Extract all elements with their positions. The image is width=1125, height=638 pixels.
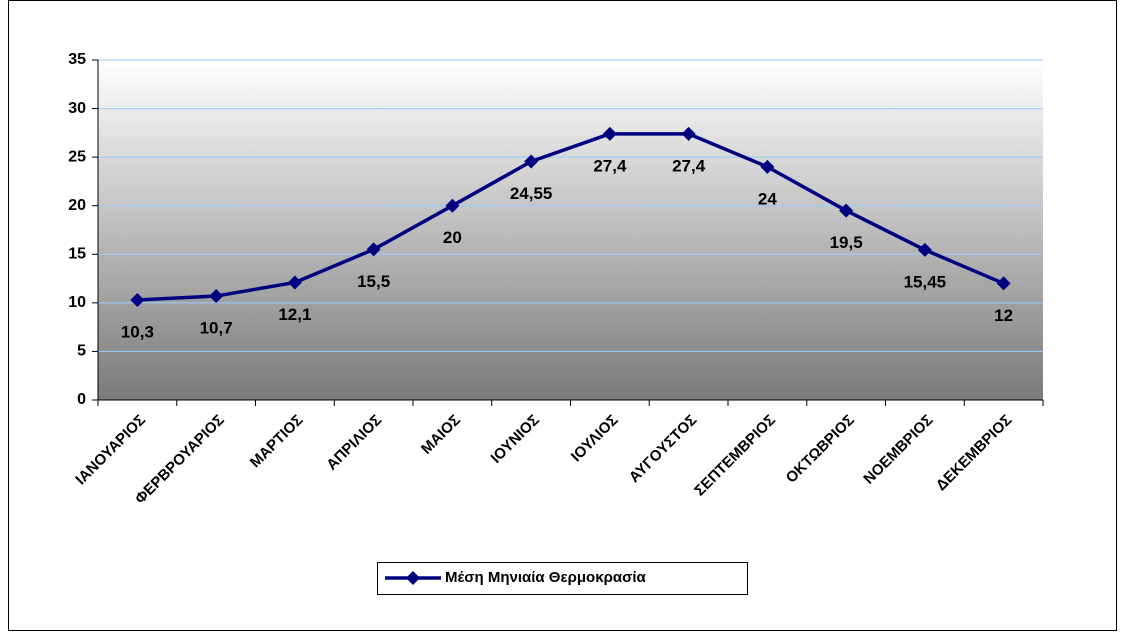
data-point (130, 292, 145, 307)
data-point (839, 203, 854, 218)
y-tick-label: 35 (68, 51, 86, 68)
data-point (602, 126, 617, 141)
data-point (445, 198, 460, 213)
data-point (287, 275, 302, 290)
legend: Μέση Μηνιαία Θερμοκρασία (377, 562, 748, 595)
data-point (917, 242, 932, 257)
series-line (137, 132, 1005, 302)
y-tick-label: 5 (77, 343, 86, 360)
y-tick-label: 20 (68, 197, 86, 214)
plot-area (98, 60, 1043, 400)
grid (98, 59, 1043, 352)
y-tick-label: 15 (68, 246, 86, 263)
y-tick-label: 0 (77, 391, 86, 408)
data-label: 24,55 (510, 184, 553, 203)
data-label: 12 (994, 306, 1013, 325)
data-point (681, 126, 696, 141)
data-point (760, 159, 775, 174)
y-tick-label: 25 (68, 148, 86, 165)
data-label: 10,3 (121, 322, 154, 341)
y-tick-label: 30 (68, 100, 86, 117)
data-label: 19,5 (830, 233, 863, 252)
data-point (366, 242, 381, 257)
data-point (209, 289, 224, 304)
data-label: 10,7 (200, 319, 233, 338)
data-label: 24 (758, 189, 777, 208)
y-tick-label: 10 (68, 294, 86, 311)
data-label: 15,45 (904, 272, 947, 291)
data-label: 27,4 (672, 156, 706, 175)
data-label: 27,4 (593, 156, 627, 175)
marks: 10,3 10,7 12,1 15,5 20 24,55 27,4 27,4 24 19,5 15,… (121, 126, 1013, 341)
data-label: 20 (443, 228, 462, 247)
data-label: 12,1 (278, 305, 311, 324)
legend-marker (406, 571, 420, 585)
data-point (996, 276, 1011, 291)
legend-label: Μέση Μηνιαία Θερμοκρασία (445, 569, 646, 586)
data-label: 15,5 (357, 272, 390, 291)
data-point (524, 154, 539, 169)
